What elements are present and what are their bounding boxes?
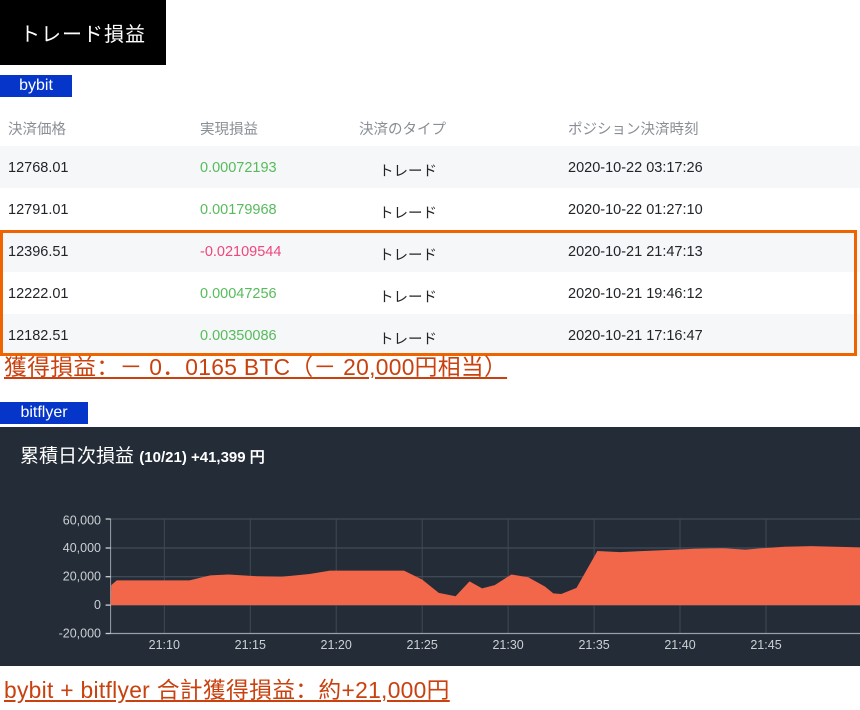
svg-text:21:25: 21:25	[407, 638, 438, 652]
svg-text:21:45: 21:45	[750, 638, 781, 652]
svg-text:21:35: 21:35	[578, 638, 609, 652]
svg-text:-20,000: -20,000	[59, 626, 101, 640]
svg-text:20,000: 20,000	[63, 569, 101, 583]
svg-text:21:15: 21:15	[235, 638, 266, 652]
svg-text:40,000: 40,000	[63, 541, 101, 555]
svg-text:60,000: 60,000	[63, 513, 101, 527]
svg-text:0: 0	[94, 598, 101, 612]
svg-text:21:30: 21:30	[492, 638, 523, 652]
svg-text:21:10: 21:10	[149, 638, 180, 652]
svg-text:21:20: 21:20	[321, 638, 352, 652]
svg-text:21:40: 21:40	[664, 638, 695, 652]
